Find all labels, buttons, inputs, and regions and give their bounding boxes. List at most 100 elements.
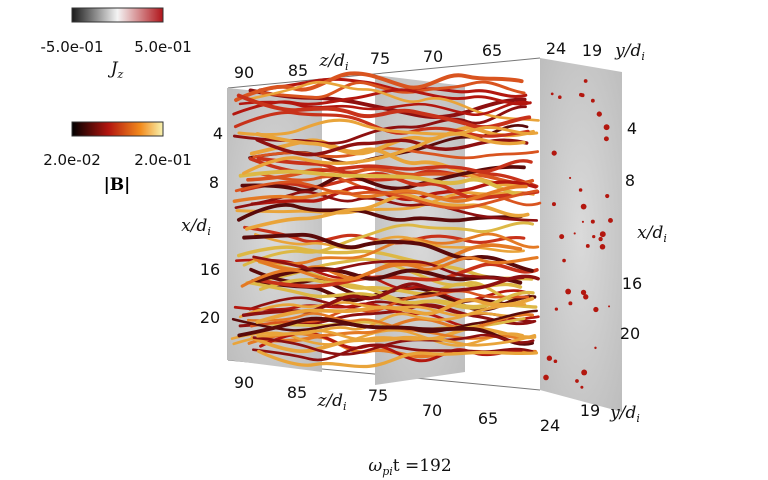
axis-label: y/di: [609, 403, 640, 425]
tick: 4: [627, 119, 637, 138]
field-line: [237, 245, 534, 281]
current-spot: [546, 355, 553, 361]
tick: 16: [622, 274, 642, 293]
current-spot: [558, 95, 562, 100]
field-line: [237, 316, 534, 346]
current-spot: [543, 374, 549, 381]
axis-label: x/di: [181, 216, 211, 238]
field-line: [255, 138, 529, 157]
current-spot: [590, 98, 595, 103]
axis-label: x/di: [637, 223, 667, 245]
current-spot: [573, 232, 576, 235]
current-spot: [553, 359, 558, 364]
current-spot: [608, 218, 613, 223]
field-line: [252, 255, 525, 281]
field-lines: [230, 71, 542, 369]
current-spots: [543, 79, 613, 389]
current-spot: [575, 379, 579, 383]
tick: 85: [287, 383, 307, 402]
field-line: [250, 180, 538, 206]
current-spot: [579, 92, 583, 97]
tick: 24: [546, 39, 566, 58]
field-line: [238, 169, 524, 197]
field-line: [234, 71, 524, 102]
tick: 85: [288, 61, 308, 80]
field-line: [237, 118, 539, 137]
current-spot: [594, 346, 597, 350]
field-line: [242, 132, 526, 175]
field-line: [253, 267, 523, 285]
tick: 65: [482, 41, 502, 60]
field-line: [256, 156, 540, 201]
field-line: [232, 184, 528, 203]
current-spot: [598, 236, 603, 242]
current-spot: [565, 288, 572, 295]
tick: 24: [540, 416, 560, 435]
current-spot: [580, 289, 587, 296]
field-line: [240, 255, 539, 288]
current-spot: [551, 202, 556, 207]
colorbar-max: 2.0e-01: [134, 151, 192, 169]
current-spot: [551, 150, 557, 156]
current-spot: [599, 231, 606, 238]
jz-colorbar: [71, 7, 164, 23]
tick: 90: [234, 373, 254, 392]
tick: 4: [213, 124, 223, 143]
tick: 75: [370, 49, 390, 68]
colorbar-title: |B|: [104, 175, 131, 195]
current-spot: [596, 111, 602, 117]
field-line: [242, 221, 535, 267]
current-spot: [599, 244, 606, 250]
current-spot: [568, 301, 573, 306]
tick: 70: [423, 47, 443, 66]
current-spot: [554, 307, 559, 311]
current-spot: [593, 306, 599, 313]
tick: 16: [200, 260, 220, 279]
tick: 8: [625, 171, 635, 190]
current-spot: [603, 124, 610, 131]
tick: 90: [234, 63, 254, 82]
current-spot: [608, 305, 611, 308]
current-spot: [578, 188, 583, 192]
axis-label: y/di: [614, 41, 645, 63]
current-spot: [550, 92, 554, 96]
b-colorbar: [71, 121, 164, 137]
current-spot: [592, 235, 596, 239]
tick: 19: [580, 401, 600, 420]
field-line: [256, 349, 539, 369]
colorbar-min: 2.0e-02: [43, 151, 101, 169]
current-spot: [581, 369, 588, 376]
current-spot: [603, 136, 609, 142]
tick: 65: [478, 409, 498, 428]
field-line: [238, 100, 532, 116]
tick: 70: [422, 401, 442, 420]
field-line: [256, 329, 537, 347]
field-line: [255, 296, 535, 324]
current-spot: [569, 176, 572, 180]
tick: 19: [582, 41, 602, 60]
current-spot: [580, 385, 584, 389]
current-spot: [605, 193, 610, 199]
field-line: [247, 280, 535, 310]
field-line: [259, 262, 539, 288]
field-line: [246, 312, 522, 341]
tick: 75: [368, 386, 388, 405]
current-spot: [583, 79, 588, 83]
current-spot: [580, 203, 587, 210]
current-spot: [559, 234, 565, 240]
caption: ωpit =192: [368, 456, 451, 478]
current-spot: [583, 294, 589, 300]
tick: 20: [620, 324, 640, 343]
axis-label: z/di: [318, 51, 348, 73]
current-spot: [585, 244, 590, 248]
field-line: [236, 93, 532, 130]
tick: 8: [209, 173, 219, 192]
colorbar-min: -5.0e-01: [41, 38, 104, 56]
field-line: [234, 180, 539, 210]
axis-label: z/di: [316, 391, 346, 413]
field-line: [240, 165, 526, 193]
field-line: [252, 333, 535, 356]
field-line: [235, 191, 535, 215]
field-line: [258, 77, 528, 98]
